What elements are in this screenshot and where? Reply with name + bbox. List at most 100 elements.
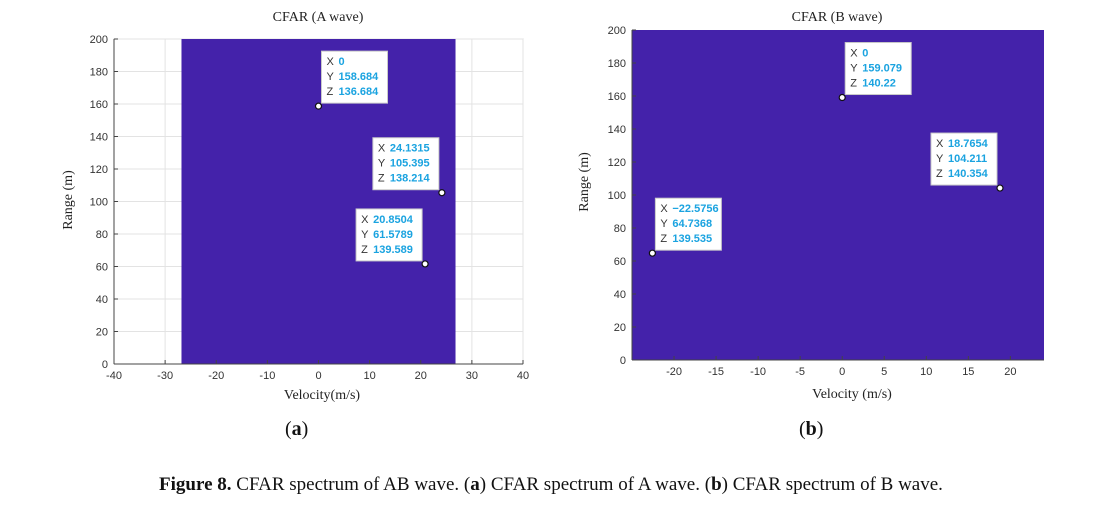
caption-text-1: CFAR spectrum of AB wave. ( bbox=[231, 474, 471, 495]
x-tick-label: -40 bbox=[106, 370, 122, 382]
datatip-b-3: X −22.5756 Y 64.7368 Z 139.535 bbox=[648, 197, 722, 257]
figure-caption: Figure 8. CFAR spectrum of AB wave. (a) … bbox=[0, 474, 1102, 496]
datatip-box bbox=[321, 50, 388, 104]
datatip-key: Z bbox=[361, 244, 368, 256]
datatip-key: Y bbox=[850, 63, 858, 75]
datatip-value: 0 bbox=[339, 56, 345, 68]
datatip-key: X bbox=[378, 143, 386, 155]
chart-a: -40 -30 -20 -10 0 10 20 30 40 0 20 40 60 80 100 120 140 1… bbox=[61, 10, 529, 403]
datatip-value: 159.079 bbox=[862, 63, 902, 75]
datatip-marker bbox=[648, 249, 656, 257]
y-tick-label: 140 bbox=[90, 132, 108, 144]
y-tick-label: 180 bbox=[608, 58, 626, 70]
x-axis-label-a: Velocity(m/s) bbox=[284, 388, 361, 403]
datatip-value: 105.395 bbox=[390, 158, 430, 170]
datatip-key: X bbox=[850, 48, 858, 60]
y-tick-label: 0 bbox=[102, 359, 108, 371]
datatip-box bbox=[930, 132, 998, 186]
datatip-key: Y bbox=[361, 229, 369, 241]
datatip-value: 18.7654 bbox=[948, 138, 989, 150]
y-tick-label: 60 bbox=[96, 262, 108, 274]
datatip-key: X bbox=[936, 138, 944, 150]
x-tick-label: 10 bbox=[364, 370, 376, 382]
datatip-key: Z bbox=[327, 86, 334, 98]
y-axis-label-a: Range (m) bbox=[61, 170, 76, 230]
datatip-value: 158.684 bbox=[339, 71, 380, 83]
datatip-value: 64.7368 bbox=[672, 218, 712, 230]
x-tick-label: 0 bbox=[839, 366, 845, 378]
datatip-a-3: X 20.8504 Y 61.5789 Z 139.589 bbox=[355, 208, 429, 268]
y-tick-label: 20 bbox=[614, 322, 626, 334]
y-tick-label: 160 bbox=[90, 99, 108, 111]
y-tick-label: 100 bbox=[608, 190, 626, 202]
datatip-key: Z bbox=[850, 78, 857, 90]
y-tick-label: 160 bbox=[608, 91, 626, 103]
x-tick-label: -10 bbox=[750, 366, 766, 378]
x-tick-label: 15 bbox=[962, 366, 974, 378]
datatip-key: X bbox=[361, 214, 369, 226]
y-tick-label: 120 bbox=[90, 164, 108, 176]
x-tick-label: 30 bbox=[466, 370, 478, 382]
x-tick-label: 0 bbox=[315, 370, 321, 382]
x-tick-label: 40 bbox=[517, 370, 529, 382]
datatip-value: 20.8504 bbox=[373, 214, 414, 226]
spectrum-image-b bbox=[632, 30, 1044, 360]
x-tick-label: -30 bbox=[157, 370, 173, 382]
x-tick-label: -10 bbox=[259, 370, 275, 382]
y-tick-label: 120 bbox=[608, 157, 626, 169]
datatip-key: X bbox=[327, 56, 335, 68]
caption-text-2: ) CFAR spectrum of A wave. ( bbox=[479, 474, 712, 495]
x-tick-label: -20 bbox=[666, 366, 682, 378]
datatip-marker bbox=[438, 189, 446, 197]
subfigure-label-b: (b) bbox=[799, 418, 824, 440]
x-tick-label: 5 bbox=[881, 366, 887, 378]
datatip-value: 61.5789 bbox=[373, 229, 413, 241]
datatip-box bbox=[654, 197, 722, 251]
y-tick-label: 60 bbox=[614, 256, 626, 268]
x-axis-label-b: Velocity (m/s) bbox=[812, 387, 892, 402]
datatip-key: Y bbox=[378, 158, 386, 170]
x-tick-label: 20 bbox=[415, 370, 427, 382]
caption-sub-b: b bbox=[711, 474, 722, 495]
datatip-b-1: X 0Y 159.079 Z 140.22 bbox=[838, 42, 912, 102]
datatip-box bbox=[355, 208, 423, 262]
datatip-value: 0 bbox=[862, 48, 868, 60]
chart-title-a: CFAR (A wave) bbox=[273, 10, 364, 25]
caption-sub-a: a bbox=[470, 474, 480, 495]
datatip-key: Z bbox=[660, 233, 667, 245]
y-tick-label: 200 bbox=[90, 34, 108, 46]
figure-label: Figure 8. bbox=[159, 474, 232, 495]
datatip-key: Z bbox=[378, 173, 385, 185]
y-tick-label: 0 bbox=[620, 355, 626, 367]
subfigure-label-a: (a) bbox=[285, 418, 309, 440]
datatip-key: Z bbox=[936, 168, 943, 180]
datatip-key: Y bbox=[936, 153, 944, 165]
datatip-value: 139.589 bbox=[373, 244, 413, 256]
datatip-value: 104.211 bbox=[948, 153, 987, 165]
datatip-box bbox=[844, 42, 912, 96]
y-tick-label: 140 bbox=[608, 124, 626, 136]
chart-b: -20 -15 -10 -5 0 5 10 15 20020406080100120140160… bbox=[577, 10, 1044, 402]
x-tick-label: -15 bbox=[708, 366, 724, 378]
y-tick-label: 40 bbox=[614, 289, 626, 301]
datatip-value: 140.354 bbox=[948, 168, 989, 180]
datatip-b-2: X 18.7654 Y 104.211 Z 140.354 bbox=[930, 132, 1004, 192]
datatip-marker bbox=[314, 102, 323, 110]
datatip-key: X bbox=[660, 203, 668, 215]
chart-title-b: CFAR (B wave) bbox=[792, 10, 883, 25]
datatip-value: 140.22 bbox=[862, 78, 896, 90]
y-tick-label: 100 bbox=[90, 197, 108, 209]
datatip-key: Y bbox=[660, 218, 668, 230]
datatip-box bbox=[372, 137, 440, 191]
caption-text-3: ) CFAR spectrum of B wave. bbox=[721, 474, 943, 495]
datatip-value: 136.684 bbox=[339, 86, 380, 98]
y-tick-label: 80 bbox=[614, 223, 626, 235]
x-tick-label: 10 bbox=[920, 366, 932, 378]
y-tick-label: 20 bbox=[96, 327, 108, 339]
y-tick-label: 40 bbox=[96, 294, 108, 306]
x-tick-label: 20 bbox=[1004, 366, 1016, 378]
y-axis-label-b: Range (m) bbox=[577, 152, 592, 212]
datatip-marker bbox=[996, 184, 1004, 192]
y-tick-label: 180 bbox=[90, 67, 108, 79]
datatip-value: 139.535 bbox=[672, 233, 712, 245]
